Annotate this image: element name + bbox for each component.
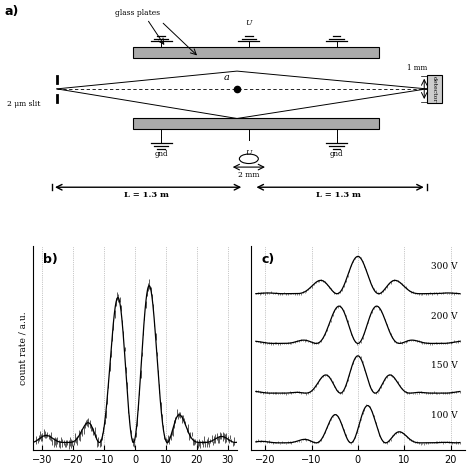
- Text: detector: detector: [432, 76, 437, 102]
- Text: 300 V: 300 V: [431, 262, 457, 271]
- Text: a: a: [224, 73, 230, 82]
- Text: 2 μm slit: 2 μm slit: [7, 100, 40, 108]
- Bar: [133, 47, 379, 58]
- Text: 150 V: 150 V: [431, 361, 457, 370]
- Text: b): b): [44, 253, 58, 265]
- Text: gnd: gnd: [155, 151, 168, 158]
- Text: glass plates: glass plates: [115, 9, 160, 17]
- Text: 2 mm: 2 mm: [238, 171, 260, 179]
- Text: 200 V: 200 V: [431, 311, 457, 320]
- Text: L = 1.3 m: L = 1.3 m: [317, 191, 361, 199]
- Text: gnd: gnd: [330, 151, 343, 158]
- Text: U: U: [246, 19, 252, 27]
- Text: 100 V: 100 V: [431, 411, 457, 420]
- Y-axis label: count rate / a.u.: count rate / a.u.: [18, 311, 27, 385]
- Text: 1 mm: 1 mm: [407, 64, 427, 72]
- Text: a): a): [5, 5, 19, 18]
- Text: c): c): [262, 253, 275, 265]
- Bar: [133, 118, 379, 129]
- Text: U: U: [246, 149, 252, 157]
- Bar: [427, 74, 442, 103]
- Text: L = 1.3 m: L = 1.3 m: [125, 191, 169, 199]
